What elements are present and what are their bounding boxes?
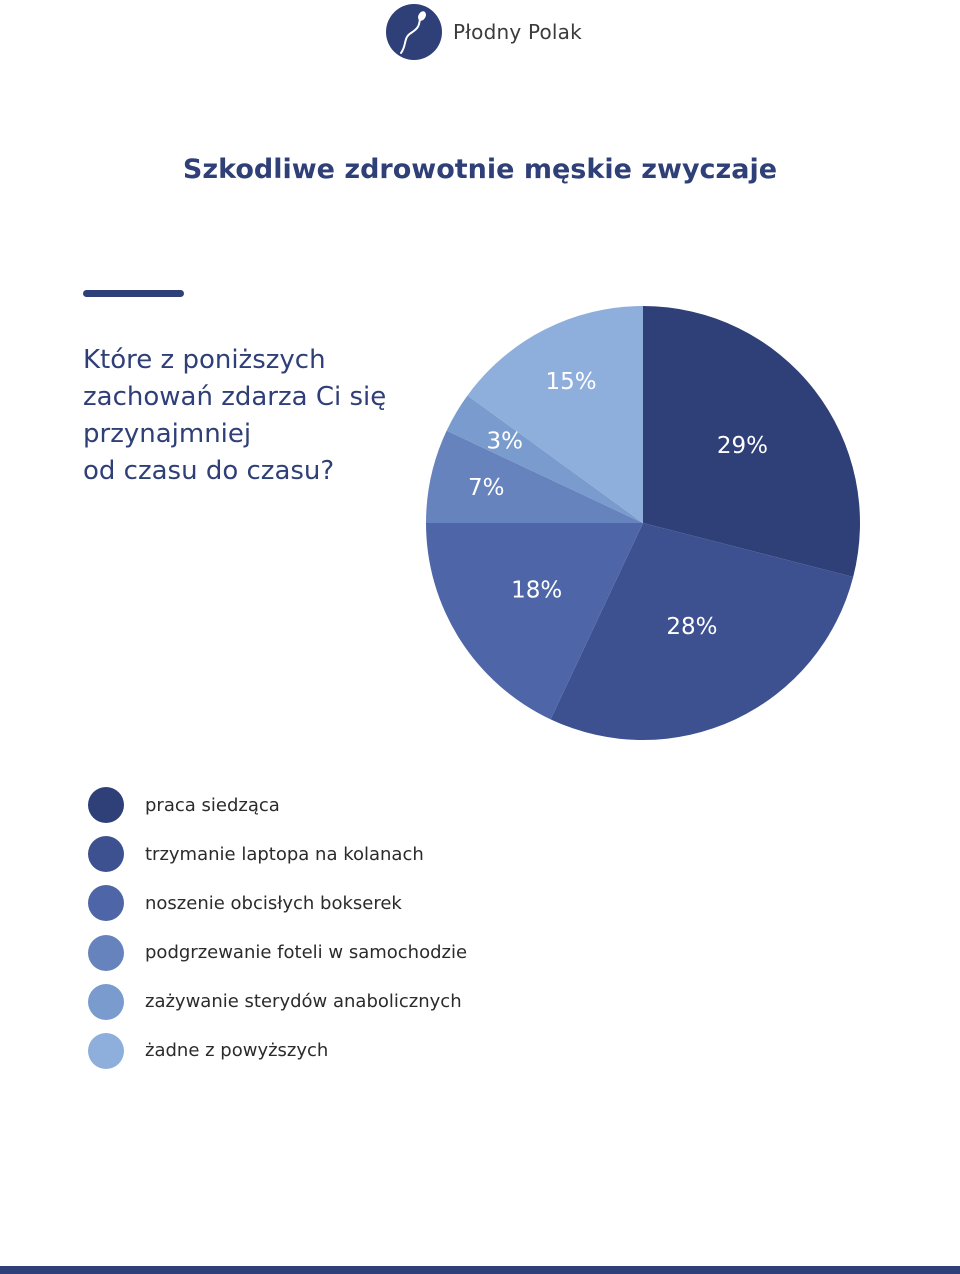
brand-logo: Płodny Polak: [386, 4, 582, 60]
slice-data-label: 18%: [511, 577, 562, 603]
slice-data-label: 28%: [666, 614, 717, 640]
sperm-logo-icon: [386, 4, 442, 60]
pie-slice: [467, 306, 643, 523]
legend-label: praca siedząca: [145, 794, 280, 816]
legend-swatch: [88, 1032, 124, 1069]
pie-slice: [426, 430, 643, 523]
legend-label: zażywanie sterydów anabolicznych: [145, 991, 462, 1013]
pie-slice: [643, 306, 860, 577]
pie-slice: [426, 523, 643, 720]
pie-chart: 29% 28% 18% 7% 3% 15%: [426, 306, 860, 740]
legend-item: trzymanie laptopa na kolanach: [88, 836, 467, 873]
legend-label: noszenie obcisłych bokserek: [145, 892, 402, 914]
legend-item: praca siedząca: [88, 787, 467, 823]
legend-item: podgrzewanie foteli w samochodzie: [88, 934, 468, 971]
legend-swatch: [88, 983, 124, 1020]
slice-data-label: 3%: [487, 428, 524, 454]
brand-name: Płodny Polak: [453, 20, 582, 44]
page-title: Szkodliwe zdrowotnie męskie zwyczaje: [182, 154, 778, 185]
survey-question: Które z poniższych zachowań zdarza Ci si…: [83, 345, 387, 486]
pie-slice: [550, 523, 854, 740]
slice-data-label: 7%: [468, 475, 505, 501]
legend-item: noszenie obcisłych bokserek: [88, 885, 467, 922]
accent-divider: [83, 290, 184, 297]
legend-label: trzymanie laptopa na kolanach: [145, 843, 424, 865]
legend-swatch: [88, 787, 124, 823]
legend-swatch: [88, 934, 124, 971]
chart-legend: praca siedząca trzymanie laptopa na kolan…: [88, 787, 467, 1082]
slice-data-label: 29%: [717, 433, 768, 459]
legend-label: podgrzewanie foteli w samochodzie: [145, 942, 468, 964]
legend-item: żadne z powyższych: [88, 1032, 467, 1069]
legend-swatch: [88, 836, 124, 873]
pie-slice: [446, 395, 643, 523]
legend-item: zażywanie sterydów anabolicznych: [88, 983, 467, 1020]
legend-label: żadne z powyższych: [145, 1040, 329, 1062]
legend-swatch: [88, 885, 124, 922]
footer-bar: [0, 1266, 960, 1274]
slice-data-label: 15%: [546, 369, 597, 395]
